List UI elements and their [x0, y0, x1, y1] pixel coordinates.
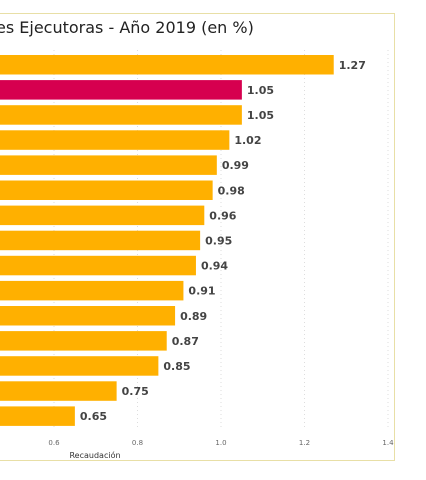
bar-value-label: 0.87	[172, 335, 199, 348]
bar-value-label: 0.95	[205, 234, 232, 247]
x-tick-label: 1.2	[299, 439, 310, 447]
bar[interactable]	[0, 105, 242, 125]
bar-value-label: 0.91	[188, 285, 215, 298]
bar-value-label: 1.02	[234, 134, 261, 147]
x-tick-label: 0.8	[132, 439, 143, 447]
bar-value-label: 0.98	[218, 184, 245, 197]
bar-value-label: 0.75	[122, 385, 149, 398]
bar[interactable]	[0, 381, 117, 401]
bar[interactable]	[0, 230, 201, 251]
bar[interactable]	[0, 180, 213, 201]
x-tick-label: 1.0	[215, 439, 226, 447]
bars	[0, 55, 334, 426]
x-tick-label: 0.6	[48, 439, 60, 447]
chart-frame	[0, 13, 395, 461]
bar-value-label: 1.27	[339, 59, 366, 72]
bar-value-label: 0.96	[209, 209, 236, 222]
bar[interactable]	[0, 306, 176, 326]
bar[interactable]	[0, 356, 159, 376]
bar-value-label: 1.05	[247, 84, 274, 97]
bar-value-label: 0.99	[222, 159, 249, 172]
data-labels: 1.27 1.05 1.05 1.02 0.99 0.98 0.96 0.95 0.94 0.91…	[80, 59, 366, 423]
bar[interactable]	[0, 406, 75, 426]
x-tick-label: 1.4	[382, 439, 394, 447]
bar-value-label: 0.94	[201, 260, 228, 273]
bar[interactable]	[0, 280, 184, 301]
bar[interactable]	[0, 331, 167, 351]
bar[interactable]	[0, 80, 242, 100]
bar[interactable]	[0, 130, 230, 150]
bar[interactable]	[0, 255, 196, 276]
bar-value-label: 0.89	[180, 310, 207, 323]
x-axis-ticks: 0.6 0.8 1.0 1.2 1.4	[48, 439, 394, 447]
bar[interactable]	[0, 205, 205, 226]
bar-value-label: 0.85	[163, 360, 190, 373]
bar[interactable]	[0, 55, 334, 75]
chart-title: es Ejecutoras - Año 2019 (en %)	[0, 18, 254, 37]
bar-value-label: 1.05	[247, 109, 274, 122]
bar[interactable]	[0, 155, 217, 175]
x-axis-title: Recaudación	[69, 450, 120, 460]
bar-value-label: 0.65	[80, 410, 107, 423]
